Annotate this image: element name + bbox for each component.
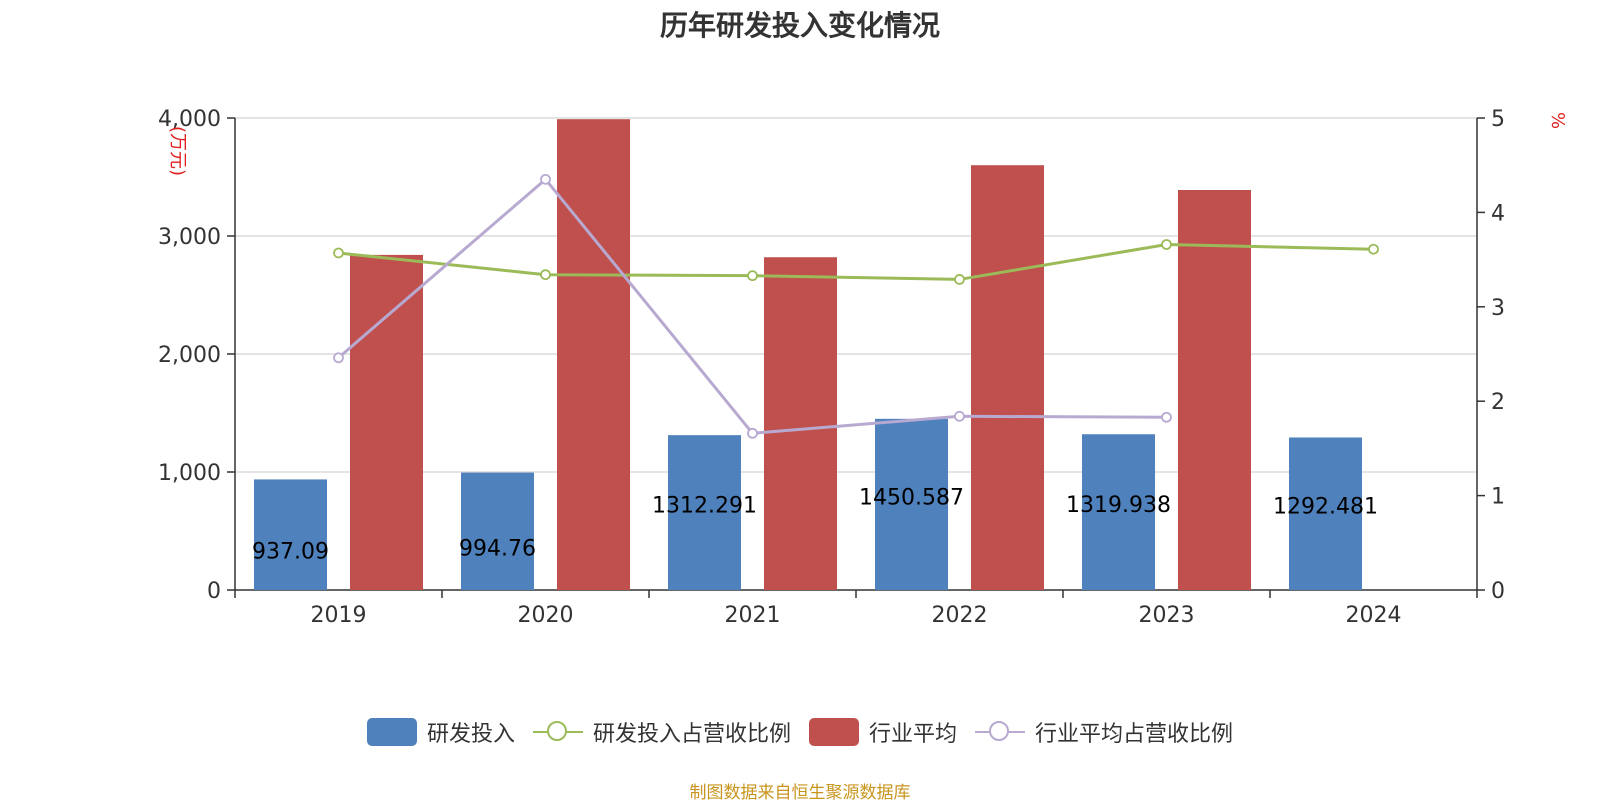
bar-rd-data-label: 1319.938 — [1066, 493, 1171, 518]
bar-rd — [668, 435, 741, 590]
legend-swatch-industry — [809, 718, 859, 746]
right-axis-tick-label: 4 — [1491, 201, 1505, 226]
axes: 0 1,000 2,000 3,000 4,000 0 1 2 3 4 5 2019 2020 2021 2… — [158, 107, 1568, 628]
rd-ratio-point — [747, 270, 758, 282]
rd-ratio-point — [1161, 239, 1172, 250]
bar-rd-data-label: 1450.587 — [859, 485, 964, 510]
industry-ratio-point — [333, 352, 344, 364]
left-axis-tick-label: 3,000 — [158, 225, 221, 250]
x-axis-tick-label: 2024 — [1346, 603, 1402, 628]
lines — [333, 173, 1379, 439]
right-axis-unit-label: % — [1547, 112, 1568, 129]
legend-swatch-rd — [366, 718, 417, 746]
bar-rd-data-label: 994.76 — [459, 536, 536, 561]
rd-ratio-point — [954, 274, 965, 285]
legend-item-rd-ratio[interactable]: 研发投入占营收比例 — [532, 716, 791, 748]
legend-swatch-industry-ratio — [975, 718, 1026, 746]
right-axis-tick-label: 0 — [1491, 579, 1505, 604]
legend-item-industry-ratio[interactable]: 行业平均占营收比例 — [975, 716, 1233, 748]
legend: 研发投入 研发投入占营收比例 行业平均 行业平均占营收比例 — [0, 716, 1600, 748]
left-axis-tick-label: 1,000 — [158, 461, 221, 486]
rd-ratio-point — [1368, 243, 1379, 255]
industry-ratio-point — [747, 427, 758, 439]
grid-lines — [235, 117, 1477, 473]
industry-ratio-point — [540, 173, 551, 185]
right-axis-tick-label: 5 — [1491, 107, 1505, 132]
x-axis-tick-label: 2023 — [1139, 603, 1195, 628]
data-labels: 937.09 994.76 1312.291 1450.587 1319.938 1292… — [252, 485, 1378, 564]
legend-item-rd[interactable]: 研发投入 — [366, 716, 515, 748]
bar-rd-data-label: 937.09 — [252, 540, 329, 565]
legend-swatch-rd-ratio — [532, 718, 583, 746]
bar-industry — [1178, 189, 1251, 591]
legend-label-rd: 研发投入 — [426, 722, 515, 747]
bar-rd — [254, 479, 327, 590]
x-axis-tick-label: 2021 — [725, 603, 781, 628]
legend-label-rd-ratio: 研发投入占营收比例 — [592, 722, 791, 747]
bar-rd — [461, 472, 534, 590]
bar-rd — [875, 418, 948, 590]
bars — [254, 119, 1362, 591]
rd-ratio-point — [540, 269, 551, 281]
industry-ratio-point — [1161, 411, 1172, 423]
left-axis-tick-label: 0 — [207, 579, 221, 604]
bar-rd — [1289, 437, 1362, 590]
rd-ratio-line — [338, 242, 1374, 281]
x-axis-tick-label: 2020 — [518, 603, 574, 628]
legend-label-industry: 行业平均 — [869, 722, 958, 747]
x-axis-tick-label: 2022 — [932, 603, 988, 628]
bar-industry — [764, 257, 837, 590]
x-axis-tick-label: 2019 — [311, 603, 367, 628]
bar-industry — [350, 254, 423, 590]
bar-rd — [1082, 434, 1155, 590]
left-axis-unit-label: (万元) — [167, 126, 188, 176]
bar-rd-data-label: 1292.481 — [1273, 495, 1378, 520]
right-axis-tick-label: 2 — [1491, 390, 1505, 415]
legend-label-industry-ratio: 行业平均占营收比例 — [1035, 722, 1234, 747]
chart-title: 历年研发投入变化情况 — [659, 9, 940, 42]
bar-industry — [971, 165, 1044, 590]
left-axis-tick-label: 4,000 — [158, 107, 221, 132]
right-axis-tick-label: 3 — [1491, 296, 1505, 321]
bar-industry — [557, 119, 630, 591]
right-axis-tick-label: 1 — [1491, 485, 1505, 510]
bar-rd-data-label: 1312.291 — [652, 494, 757, 519]
data-source-note: 制图数据来自恒生聚源数据库 — [689, 783, 911, 803]
left-axis-tick-label: 2,000 — [158, 343, 221, 368]
industry-ratio-point — [954, 410, 965, 422]
legend-item-industry[interactable]: 行业平均 — [809, 716, 957, 748]
rd-ratio-point — [333, 247, 344, 259]
